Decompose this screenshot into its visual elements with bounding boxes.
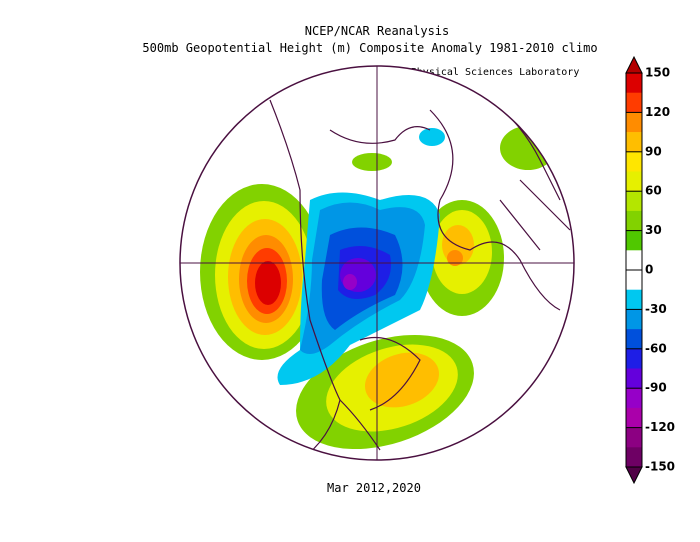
colorbar-label: 60 (645, 184, 662, 198)
colorbar-band (626, 368, 642, 389)
colorbar-label: -120 (645, 420, 675, 434)
colorbar-label: -30 (645, 302, 667, 316)
colorbar-band (626, 92, 642, 113)
subtitle: 500mb Geopotential Height (m) Composite … (142, 41, 597, 55)
colorbar-band (626, 112, 642, 133)
colorbar-band (626, 230, 642, 251)
colorbar-label: -150 (645, 460, 675, 474)
colorbar-band (626, 191, 642, 212)
colorbar-band (626, 407, 642, 428)
colorbar-label: 150 (645, 66, 670, 80)
colorbar-band (626, 132, 642, 153)
colorbar-band (626, 348, 642, 369)
colorbar-label: 90 (645, 144, 662, 158)
colorbar-band (626, 427, 642, 448)
colorbar-label: 120 (645, 105, 670, 119)
map-caption: Mar 2012,2020 (327, 481, 421, 495)
colorbar-band (626, 73, 642, 93)
colorbar-band (626, 171, 642, 192)
title: NCEP/NCAR Reanalysis (305, 24, 450, 38)
credit: NOAA Physical Sciences Laboratory (381, 67, 580, 78)
colorbar-band (626, 388, 642, 409)
colorbar-over (625, 55, 643, 74)
colorbar-label: 30 (645, 223, 662, 237)
colorbar-band (626, 447, 642, 468)
colorbar-band (626, 250, 642, 271)
colorbar-band (626, 210, 642, 231)
globe-outline (179, 65, 575, 461)
colorbar-band (626, 270, 642, 290)
colorbar-under (625, 466, 643, 485)
map-field (180, 66, 574, 460)
colorbar-band (626, 151, 642, 172)
colorbar-label: 0 (645, 263, 653, 277)
colorbar-band (626, 329, 642, 350)
colorbar-label: -90 (645, 381, 667, 395)
colorbar-band (626, 289, 642, 310)
colorbar-band (626, 309, 642, 330)
colorbar-label: -60 (645, 341, 667, 355)
colorbar: 150 120 90 60 30 0 -30 -60 -90 -120 -150 (625, 55, 675, 485)
